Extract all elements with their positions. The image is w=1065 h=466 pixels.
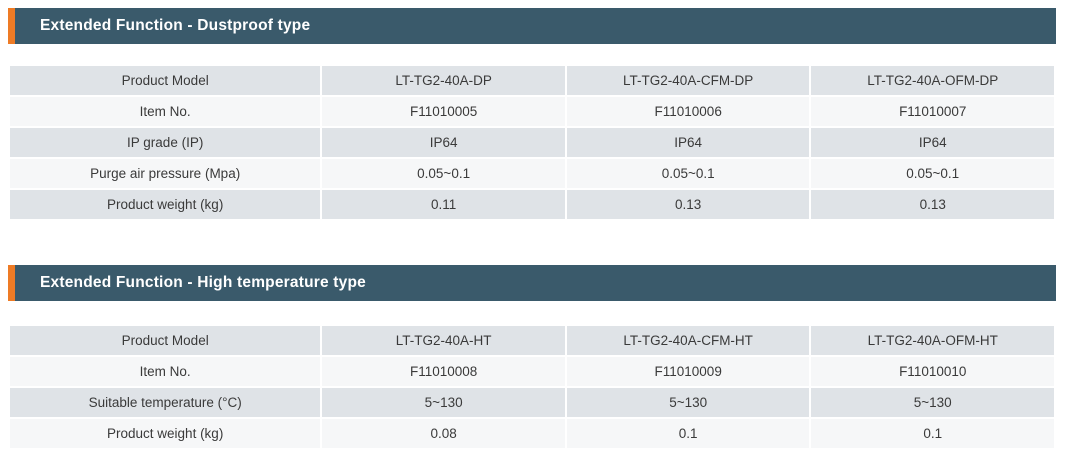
table-row: Product Model LT-TG2-40A-HT LT-TG2-40A-CFM… bbox=[10, 326, 1054, 355]
value-cell: LT-TG2-40A-DP bbox=[322, 66, 565, 95]
row-label-cell: Item No. bbox=[10, 357, 321, 386]
value-cell: 0.05~0.1 bbox=[322, 159, 565, 188]
value-cell: F11010007 bbox=[811, 97, 1054, 126]
value-cell: 0.05~0.1 bbox=[811, 159, 1054, 188]
table-row: IP grade (IP) IP64 IP64 IP64 bbox=[10, 128, 1054, 157]
table-body: Product Model LT-TG2-40A-HT LT-TG2-40A-CFM… bbox=[10, 326, 1054, 448]
value-cell: IP64 bbox=[811, 128, 1054, 157]
section-high-temperature: Extended Function - High temperature typ… bbox=[8, 265, 1056, 450]
value-cell: LT-TG2-40A-CFM-HT bbox=[566, 326, 810, 355]
table-body: Product Model LT-TG2-40A-DP LT-TG2-40A-CFM… bbox=[10, 66, 1054, 219]
row-label-cell: Item No. bbox=[10, 97, 321, 126]
value-cell: LT-TG2-40A-HT bbox=[322, 326, 565, 355]
value-cell: 0.13 bbox=[811, 190, 1054, 219]
table-row: Item No. F11010008 F11010009 F11010010 bbox=[10, 357, 1054, 386]
value-cell: 5~130 bbox=[811, 388, 1054, 417]
section-title: Extended Function - Dustproof type bbox=[40, 17, 311, 34]
row-label-cell: Product weight (kg) bbox=[10, 190, 321, 219]
row-label-cell: Product Model bbox=[10, 326, 321, 355]
value-cell: 5~130 bbox=[322, 388, 565, 417]
row-label-cell: Product Model bbox=[10, 66, 321, 95]
dustproof-spec-table: Product Model LT-TG2-40A-DP LT-TG2-40A-CFM… bbox=[8, 64, 1056, 221]
section-title: Extended Function - High temperature typ… bbox=[40, 274, 366, 291]
value-cell: 0.08 bbox=[322, 419, 565, 448]
table-row: Product Model LT-TG2-40A-DP LT-TG2-40A-CFM… bbox=[10, 66, 1054, 95]
value-cell: F11010010 bbox=[811, 357, 1054, 386]
value-cell: F11010008 bbox=[322, 357, 565, 386]
value-cell: LT-TG2-40A-OFM-DP bbox=[811, 66, 1054, 95]
row-label-cell: IP grade (IP) bbox=[10, 128, 321, 157]
section-header-bar: Extended Function - High temperature typ… bbox=[8, 265, 1056, 301]
value-cell: F11010005 bbox=[322, 97, 565, 126]
value-cell: IP64 bbox=[322, 128, 565, 157]
row-label-cell: Suitable temperature (°C) bbox=[10, 388, 321, 417]
value-cell: 0.1 bbox=[566, 419, 810, 448]
value-cell: 0.05~0.1 bbox=[566, 159, 810, 188]
table-row: Suitable temperature (°C) 5~130 5~130 5~130 bbox=[10, 388, 1054, 417]
value-cell: 0.13 bbox=[566, 190, 810, 219]
table-row: Product weight (kg) 0.08 0.1 0.1 bbox=[10, 419, 1054, 448]
table-row: Item No. F11010005 F11010006 F11010007 bbox=[10, 97, 1054, 126]
table-row: Purge air pressure (Mpa) 0.05~0.1 0.05~0.1… bbox=[10, 159, 1054, 188]
table-row: Product weight (kg) 0.11 0.13 0.13 bbox=[10, 190, 1054, 219]
row-label-cell: Purge air pressure (Mpa) bbox=[10, 159, 321, 188]
value-cell: LT-TG2-40A-OFM-HT bbox=[811, 326, 1054, 355]
value-cell: F11010009 bbox=[566, 357, 810, 386]
high-temperature-spec-table: Product Model LT-TG2-40A-HT LT-TG2-40A-CFM… bbox=[8, 324, 1056, 450]
value-cell: 5~130 bbox=[566, 388, 810, 417]
value-cell: 0.1 bbox=[811, 419, 1054, 448]
value-cell: LT-TG2-40A-CFM-DP bbox=[566, 66, 810, 95]
section-dustproof: Extended Function - Dustproof type Produ… bbox=[8, 8, 1056, 221]
value-cell: F11010006 bbox=[566, 97, 810, 126]
value-cell: 0.11 bbox=[322, 190, 565, 219]
section-header-bar: Extended Function - Dustproof type bbox=[8, 8, 1056, 44]
row-label-cell: Product weight (kg) bbox=[10, 419, 321, 448]
value-cell: IP64 bbox=[566, 128, 810, 157]
